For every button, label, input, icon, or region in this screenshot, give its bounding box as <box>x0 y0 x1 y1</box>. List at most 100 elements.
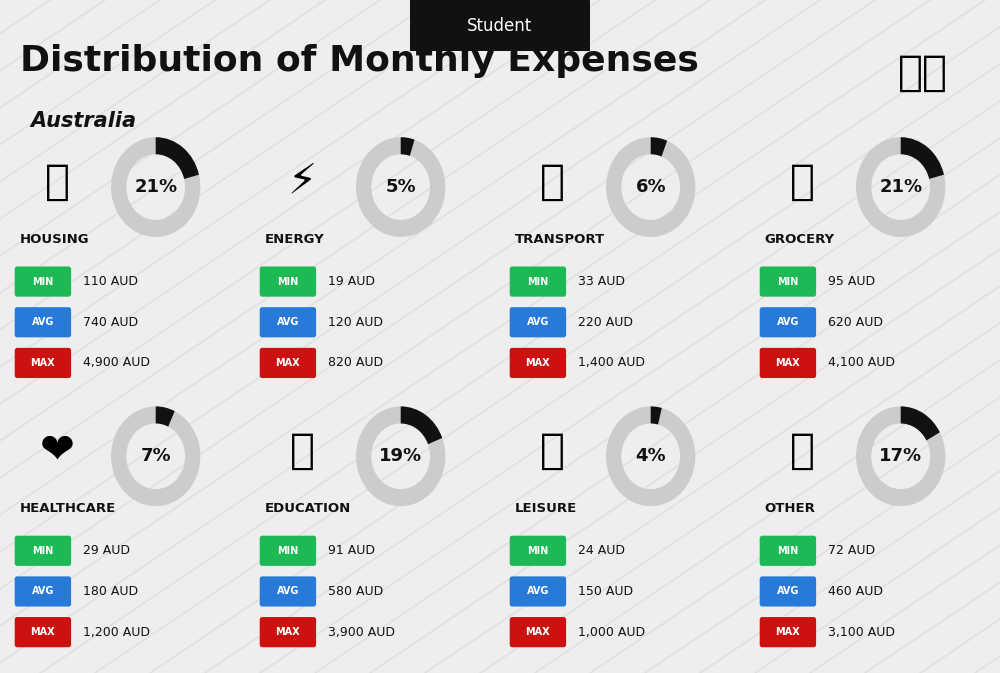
Text: 🏢: 🏢 <box>44 161 70 203</box>
Text: 620 AUD: 620 AUD <box>828 316 883 329</box>
Text: ⚡: ⚡ <box>287 161 317 203</box>
Text: AVG: AVG <box>777 317 799 327</box>
Text: 5%: 5% <box>385 178 416 196</box>
Text: 110 AUD: 110 AUD <box>83 275 138 288</box>
Text: MAX: MAX <box>31 627 55 637</box>
Text: MIN: MIN <box>277 546 299 556</box>
FancyBboxPatch shape <box>760 576 816 606</box>
Text: 4%: 4% <box>635 448 666 465</box>
Text: 91 AUD: 91 AUD <box>328 544 375 557</box>
Text: 🚌: 🚌 <box>540 161 564 203</box>
Wedge shape <box>901 137 944 179</box>
Text: 95 AUD: 95 AUD <box>828 275 875 288</box>
FancyBboxPatch shape <box>15 617 71 647</box>
Text: 🛒: 🛒 <box>790 161 814 203</box>
FancyBboxPatch shape <box>15 307 71 337</box>
Wedge shape <box>156 406 175 427</box>
Text: AVG: AVG <box>277 586 299 596</box>
Text: 1,200 AUD: 1,200 AUD <box>83 626 150 639</box>
Text: AVG: AVG <box>527 317 549 327</box>
Text: 19%: 19% <box>379 448 422 465</box>
Text: MIN: MIN <box>527 546 549 556</box>
Text: 👛: 👛 <box>790 430 814 472</box>
Text: 7%: 7% <box>140 448 171 465</box>
FancyBboxPatch shape <box>260 617 316 647</box>
Wedge shape <box>606 137 695 237</box>
FancyBboxPatch shape <box>510 536 566 566</box>
FancyBboxPatch shape <box>510 307 566 337</box>
Wedge shape <box>651 406 662 425</box>
Wedge shape <box>401 406 442 444</box>
Text: 4,100 AUD: 4,100 AUD <box>828 357 895 369</box>
Text: AVG: AVG <box>32 586 54 596</box>
Text: Student: Student <box>467 17 533 34</box>
FancyBboxPatch shape <box>260 267 316 297</box>
Wedge shape <box>111 137 200 237</box>
Text: 3,100 AUD: 3,100 AUD <box>828 626 895 639</box>
Wedge shape <box>606 406 695 506</box>
FancyBboxPatch shape <box>760 267 816 297</box>
Text: AVG: AVG <box>32 317 54 327</box>
Text: HOUSING: HOUSING <box>19 233 89 246</box>
FancyBboxPatch shape <box>760 536 816 566</box>
Text: 21%: 21% <box>134 178 177 196</box>
Text: MIN: MIN <box>527 277 549 287</box>
Text: 180 AUD: 180 AUD <box>83 585 138 598</box>
Wedge shape <box>856 137 945 237</box>
Text: MAX: MAX <box>776 358 800 368</box>
FancyBboxPatch shape <box>260 307 316 337</box>
Text: 17%: 17% <box>879 448 922 465</box>
Text: MIN: MIN <box>777 546 799 556</box>
Text: 220 AUD: 220 AUD <box>578 316 633 329</box>
FancyBboxPatch shape <box>15 576 71 606</box>
FancyBboxPatch shape <box>510 617 566 647</box>
Text: EDUCATION: EDUCATION <box>264 502 351 516</box>
Wedge shape <box>651 137 667 157</box>
Text: TRANSPORT: TRANSPORT <box>514 233 605 246</box>
Text: MAX: MAX <box>31 358 55 368</box>
FancyBboxPatch shape <box>410 0 590 51</box>
Text: LEISURE: LEISURE <box>514 502 577 516</box>
Text: MAX: MAX <box>276 358 300 368</box>
Text: MAX: MAX <box>526 627 550 637</box>
Wedge shape <box>356 406 445 506</box>
FancyBboxPatch shape <box>760 348 816 378</box>
Wedge shape <box>401 137 414 156</box>
Text: Australia: Australia <box>30 111 136 131</box>
Text: AVG: AVG <box>527 586 549 596</box>
Text: 🇦🇺: 🇦🇺 <box>898 51 948 94</box>
Text: 150 AUD: 150 AUD <box>578 585 633 598</box>
Text: MAX: MAX <box>276 627 300 637</box>
Wedge shape <box>901 406 940 441</box>
Text: MAX: MAX <box>776 627 800 637</box>
Text: Distribution of Monthly Expenses: Distribution of Monthly Expenses <box>20 44 699 77</box>
Text: 4,900 AUD: 4,900 AUD <box>83 357 150 369</box>
Text: OTHER: OTHER <box>764 502 815 516</box>
FancyBboxPatch shape <box>760 307 816 337</box>
FancyBboxPatch shape <box>760 617 816 647</box>
Text: 72 AUD: 72 AUD <box>828 544 875 557</box>
Text: 33 AUD: 33 AUD <box>578 275 625 288</box>
Text: 460 AUD: 460 AUD <box>828 585 883 598</box>
Text: 3,900 AUD: 3,900 AUD <box>328 626 395 639</box>
Text: 🎓: 🎓 <box>290 430 314 472</box>
Text: 1,000 AUD: 1,000 AUD <box>578 626 645 639</box>
Text: 820 AUD: 820 AUD <box>328 357 383 369</box>
Text: 740 AUD: 740 AUD <box>83 316 138 329</box>
Text: 29 AUD: 29 AUD <box>83 544 130 557</box>
Text: 21%: 21% <box>879 178 922 196</box>
Text: AVG: AVG <box>777 586 799 596</box>
Text: 1,400 AUD: 1,400 AUD <box>578 357 645 369</box>
Text: MAX: MAX <box>526 358 550 368</box>
FancyBboxPatch shape <box>510 267 566 297</box>
FancyBboxPatch shape <box>15 348 71 378</box>
Wedge shape <box>856 406 945 506</box>
FancyBboxPatch shape <box>260 576 316 606</box>
FancyBboxPatch shape <box>510 576 566 606</box>
Text: AVG: AVG <box>277 317 299 327</box>
Text: 19 AUD: 19 AUD <box>328 275 375 288</box>
FancyBboxPatch shape <box>15 536 71 566</box>
Text: 6%: 6% <box>635 178 666 196</box>
Wedge shape <box>356 137 445 237</box>
Text: ❤️: ❤️ <box>40 430 74 472</box>
